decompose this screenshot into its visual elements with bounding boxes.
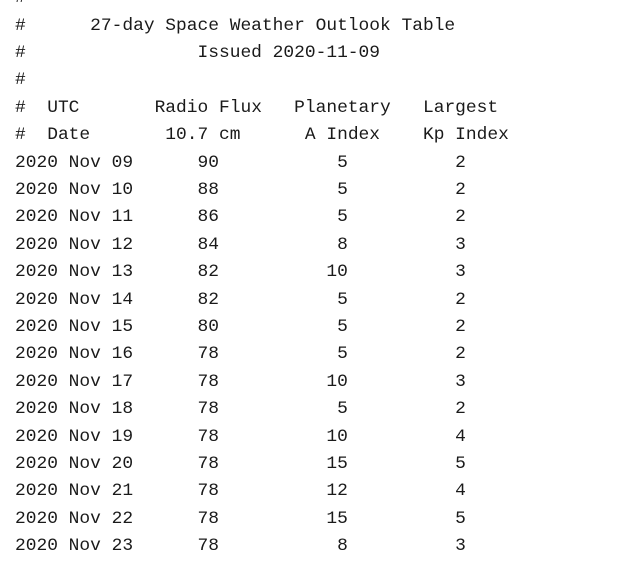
table-body: 2020 Nov 09 90 5 2 2020 Nov 10 88 5 2 2020 Nov 1…: [15, 150, 466, 561]
row-a-index: 5: [337, 399, 348, 420]
comment-char: #: [15, 15, 26, 36]
row-kp-index: 2: [455, 289, 466, 310]
row-kp-index: 5: [455, 508, 466, 529]
row-radio-flux: 90: [197, 152, 219, 173]
row-date: 2020 Nov 21: [15, 481, 134, 502]
row-date: 2020 Nov 20: [15, 453, 134, 474]
row-kp-index: 2: [455, 152, 466, 173]
row-radio-flux: 78: [197, 399, 219, 420]
row-kp-index: 4: [455, 426, 466, 447]
row-date: 2020 Nov 10: [15, 180, 134, 201]
row-kp-index: 2: [455, 344, 466, 365]
row-date: 2020 Nov 18: [15, 399, 134, 420]
table-row: 2020 Nov 22 78 15 5: [15, 506, 466, 533]
row-date: 2020 Nov 11: [15, 207, 134, 228]
row-radio-flux: 82: [197, 289, 219, 310]
row-a-index: 5: [337, 180, 348, 201]
row-a-index: 5: [337, 344, 348, 365]
table-row: 2020 Nov 09 90 5 2: [15, 150, 466, 177]
row-radio-flux: 82: [197, 262, 219, 283]
row-radio-flux: 84: [197, 234, 219, 255]
table-row: 2020 Nov 13 82 10 3: [15, 259, 466, 286]
row-kp-index: 2: [455, 399, 466, 420]
row-radio-flux: 78: [197, 426, 219, 447]
row-date: 2020 Nov 14: [15, 289, 134, 310]
header-kp-index: Kp Index: [422, 125, 509, 146]
row-a-index: 15: [326, 453, 348, 474]
comment-line: #: [15, 67, 58, 94]
row-a-index: 8: [337, 536, 348, 557]
row-kp-index: 3: [455, 234, 466, 255]
table-row: 2020 Nov 18 78 5 2: [15, 396, 466, 423]
comment-line: #: [15, 0, 58, 13]
table-row: 2020 Nov 21 78 12 4: [15, 478, 466, 505]
row-a-index: 15: [326, 508, 348, 529]
row-kp-index: 3: [455, 262, 466, 283]
row-date: 2020 Nov 23: [15, 536, 134, 557]
row-radio-flux: 86: [197, 207, 219, 228]
table-row: 2020 Nov 19 78 10 4: [15, 424, 466, 451]
row-date: 2020 Nov 16: [15, 344, 134, 365]
row-radio-flux: 78: [197, 371, 219, 392]
row-date: 2020 Nov 17: [15, 371, 134, 392]
row-date: 2020 Nov 12: [15, 234, 134, 255]
row-radio-flux: 88: [197, 180, 219, 201]
row-date: 2020 Nov 09: [15, 152, 134, 173]
row-a-index: 8: [337, 234, 348, 255]
row-kp-index: 4: [455, 481, 466, 502]
column-header-line-1: # UTC Radio Flux Planetary Largest: [15, 95, 498, 122]
row-radio-flux: 78: [197, 508, 219, 529]
row-radio-flux: 80: [197, 317, 219, 337]
row-kp-index: 2: [455, 317, 466, 337]
row-kp-index: 3: [455, 536, 466, 557]
table-row: 2020 Nov 10 88 5 2: [15, 177, 466, 204]
row-radio-flux: 78: [197, 344, 219, 365]
header-a-index: A Index: [304, 125, 381, 146]
comment-char: #: [15, 0, 26, 13]
row-a-index: 10: [326, 371, 348, 392]
table-row: 2020 Nov 14 82 5 2: [15, 287, 466, 314]
row-date: 2020 Nov 19: [15, 426, 134, 447]
header-radio-flux: Radio Flux: [154, 97, 262, 118]
outlook-table-text: # #27-day Space Weather Outlook Table # I…: [15, 0, 509, 561]
row-a-index: 5: [337, 152, 348, 173]
issued-date: Issued 2020-11-09: [197, 43, 381, 64]
header-planetary: Planetary: [294, 97, 391, 118]
row-kp-index: 5: [455, 453, 466, 474]
comment-char: #: [15, 125, 26, 146]
issued-line: # Issued 2020-11-09: [15, 40, 380, 67]
row-radio-flux: 78: [197, 536, 219, 557]
row-a-index: 10: [326, 426, 348, 447]
header-date: Date: [47, 125, 91, 146]
table-row: 2020 Nov 12 84 8 3: [15, 232, 466, 259]
table-row: 2020 Nov 23 78 8 3: [15, 533, 466, 560]
table-row: 2020 Nov 11 86 5 2: [15, 204, 466, 231]
comment-char: #: [15, 70, 26, 91]
row-date: 2020 Nov 15: [15, 317, 134, 337]
table-row: 2020 Nov 16 78 5 2: [15, 341, 466, 368]
header-largest: Largest: [422, 97, 499, 118]
comment-char: #: [15, 43, 26, 64]
column-header-line-2: # Date 10.7 cm A Index Kp Index: [15, 122, 509, 149]
row-a-index: 10: [326, 262, 348, 283]
table-row: 2020 Nov 17 78 10 3: [15, 369, 466, 396]
table-row: 2020 Nov 15 80 5 2: [15, 314, 466, 341]
row-radio-flux: 78: [197, 481, 219, 502]
table-title: 27-day Space Weather Outlook Table: [90, 15, 456, 36]
row-radio-flux: 78: [197, 453, 219, 474]
row-a-index: 12: [326, 481, 348, 502]
row-kp-index: 3: [455, 371, 466, 392]
row-a-index: 5: [337, 289, 348, 310]
row-a-index: 5: [337, 207, 348, 228]
title-line: #27-day Space Weather Outlook Table: [15, 13, 455, 40]
row-kp-index: 2: [455, 207, 466, 228]
row-a-index: 5: [337, 317, 348, 337]
row-date: 2020 Nov 22: [15, 508, 134, 529]
table-row: 2020 Nov 20 78 15 5: [15, 451, 466, 478]
comment-char: #: [15, 97, 26, 118]
row-date: 2020 Nov 13: [15, 262, 134, 283]
row-kp-index: 2: [455, 180, 466, 201]
header-10-7cm: 10.7 cm: [165, 125, 241, 146]
header-utc: UTC: [47, 97, 80, 118]
